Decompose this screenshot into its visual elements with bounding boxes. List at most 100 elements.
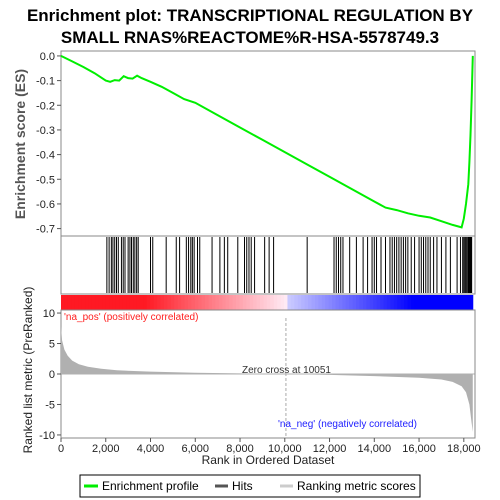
band-segment	[150, 295, 155, 310]
band-segment	[146, 295, 151, 310]
band-segment	[215, 295, 220, 310]
band-segment	[342, 295, 347, 310]
band-segment	[67, 295, 72, 310]
band-segment	[235, 295, 240, 310]
legend-enrichment-label: Enrichment profile	[102, 479, 199, 493]
band-segment	[332, 295, 337, 310]
band-segment	[225, 295, 230, 310]
band-segment	[290, 295, 295, 310]
band-segment	[277, 295, 282, 310]
x-tick-label: 10,000	[268, 443, 302, 455]
band-segment	[119, 295, 124, 310]
band-segment	[397, 295, 402, 310]
band-segment	[311, 295, 316, 310]
band-segment	[170, 295, 175, 310]
band-segment	[270, 295, 275, 310]
legend-hits-label: Hits	[232, 479, 253, 493]
band-segment	[61, 295, 65, 310]
band-segment	[410, 295, 415, 310]
band-segment	[431, 295, 436, 310]
band-segment	[115, 295, 120, 310]
x-tick-label: 14,000	[357, 443, 391, 455]
band-segment	[469, 295, 474, 310]
band-segment	[249, 295, 254, 310]
band-segment	[74, 295, 79, 310]
band-segment	[157, 295, 162, 310]
band-segment	[404, 295, 409, 310]
zero-cross-label: Zero cross at 10051	[242, 365, 331, 376]
title-line-2: SMALL RNAS%REACTOME%R-HSA-5578749.3	[61, 28, 439, 47]
band-segment	[369, 295, 374, 310]
es-y-tick-label: -0.3	[36, 125, 55, 137]
negative-correlated-label: 'na_neg' (negatively correlated)	[278, 419, 417, 430]
band-segment	[345, 295, 350, 310]
metric-y-tick-label: 10	[43, 308, 55, 320]
band-segment	[201, 295, 206, 310]
band-segment	[380, 295, 385, 310]
band-segment	[273, 295, 278, 310]
band-segment	[129, 295, 134, 310]
metric-area	[61, 326, 473, 432]
band-segment	[122, 295, 127, 310]
band-segment	[256, 295, 261, 310]
x-tick-label: 6,000	[182, 443, 210, 455]
x-tick-label: 16,000	[402, 443, 436, 455]
band-segment	[308, 295, 312, 310]
metric-y-tick-label: -10	[39, 430, 55, 442]
band-segment	[253, 295, 258, 310]
band-segment	[428, 295, 433, 310]
band-segment	[349, 295, 354, 310]
band-segment	[126, 295, 131, 310]
band-segment	[64, 295, 69, 310]
band-segment	[352, 295, 357, 310]
band-segment	[287, 295, 292, 310]
band-segment	[297, 295, 302, 310]
band-segment	[222, 295, 227, 310]
band-segment	[294, 295, 299, 310]
band-segment	[163, 295, 168, 310]
band-segment	[414, 295, 419, 310]
band-segment	[417, 295, 422, 310]
band-segment	[455, 295, 460, 310]
band-segment	[232, 295, 237, 310]
metric-y-tick-label: 0	[49, 369, 55, 381]
band-segment	[335, 295, 340, 310]
x-axis-label: Rank in Ordered Dataset	[202, 453, 335, 467]
metric-y-axis-label: Ranked list metric (PreRanked)	[21, 287, 35, 454]
x-tick-label: 4,000	[137, 443, 165, 455]
band-segment	[177, 295, 182, 310]
band-segment	[400, 295, 405, 310]
band-segment	[338, 295, 343, 310]
band-segment	[242, 295, 247, 310]
band-segment	[465, 295, 470, 310]
legend: Enrichment profile Hits Ranking metric s…	[79, 474, 421, 498]
x-tick-label: 12,000	[313, 443, 347, 455]
band-segment	[85, 295, 89, 310]
title-line-1: Enrichment plot: TRANSCRIPTIONAL REGULAT…	[27, 6, 474, 25]
band-segment	[181, 295, 186, 310]
band-segment	[211, 295, 216, 310]
band-segment	[328, 295, 333, 310]
band-segment	[284, 295, 288, 310]
es-y-tick-label: -0.6	[36, 199, 55, 211]
band-segment	[421, 295, 426, 310]
band-segment	[136, 295, 141, 310]
rank-color-band	[61, 295, 474, 310]
es-y-tick-label: 0.0	[40, 51, 55, 63]
hits-panel-frame	[60, 235, 476, 295]
band-segment	[366, 295, 371, 310]
band-segment	[301, 295, 306, 310]
band-segment	[109, 295, 113, 310]
band-segment	[91, 295, 96, 310]
band-segment	[304, 295, 309, 310]
band-segment	[78, 295, 83, 310]
band-segment	[260, 295, 264, 310]
band-segment	[229, 295, 234, 310]
band-segment	[143, 295, 148, 310]
es-y-axis-label: Enrichment score (ES)	[12, 69, 28, 219]
x-tick-label: 8,000	[226, 443, 254, 455]
band-segment	[95, 295, 100, 310]
band-segment	[139, 295, 144, 310]
band-segment	[373, 295, 378, 310]
band-segment	[88, 295, 93, 310]
